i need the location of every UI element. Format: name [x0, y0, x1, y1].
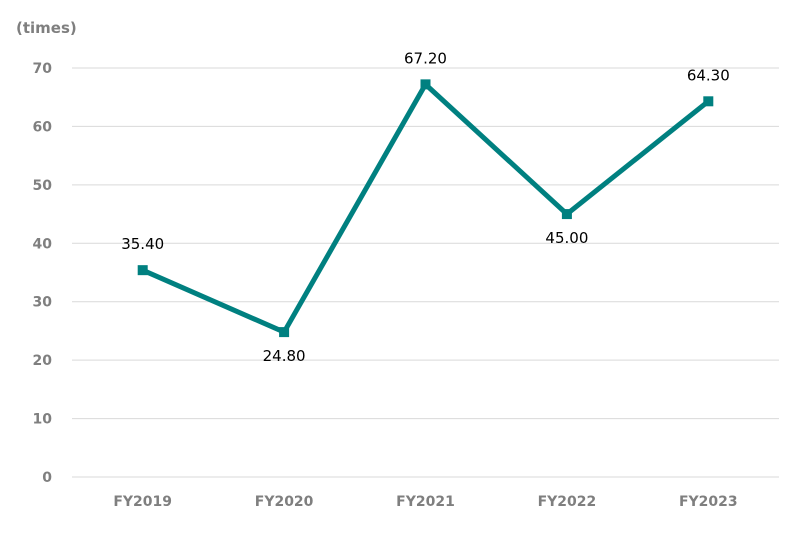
x-tick-label: FY2023	[679, 494, 738, 510]
y-tick-label: 50	[33, 178, 53, 194]
y-axis-unit-label: (times)	[16, 19, 77, 37]
data-labels: 35.40 24.80 67.20 45.00 64.30	[121, 49, 730, 365]
data-label: 64.30	[687, 66, 730, 84]
data-point-marker	[703, 96, 714, 107]
series-net-income-ratio	[137, 79, 714, 338]
y-axis-ticks: 0 10 20 30 40 50 60 70	[33, 61, 53, 486]
data-label: 35.40	[121, 235, 164, 253]
x-tick-label: FY2019	[113, 494, 172, 510]
x-tick-label: FY2020	[255, 494, 314, 510]
data-label: 24.80	[263, 347, 306, 365]
x-tick-label: FY2021	[396, 494, 455, 510]
y-tick-label: 70	[33, 61, 53, 77]
data-point-marker	[279, 327, 290, 338]
data-label: 67.20	[404, 49, 447, 67]
data-point-marker	[561, 209, 572, 220]
data-label: 45.00	[545, 229, 588, 247]
data-point-marker	[420, 79, 431, 90]
y-tick-label: 60	[33, 119, 53, 135]
y-tick-label: 40	[33, 236, 53, 252]
data-point-marker	[137, 265, 148, 276]
y-tick-label: 10	[33, 412, 53, 428]
series-line	[141, 80, 710, 336]
y-tick-label: 0	[42, 470, 52, 486]
y-tick-label: 20	[33, 353, 53, 369]
y-tick-label: 30	[33, 295, 53, 311]
x-axis-ticks: FY2019 FY2020 FY2021 FY2022 FY2023	[113, 494, 737, 510]
gridlines	[72, 67, 779, 478]
x-tick-label: FY2022	[538, 494, 597, 510]
